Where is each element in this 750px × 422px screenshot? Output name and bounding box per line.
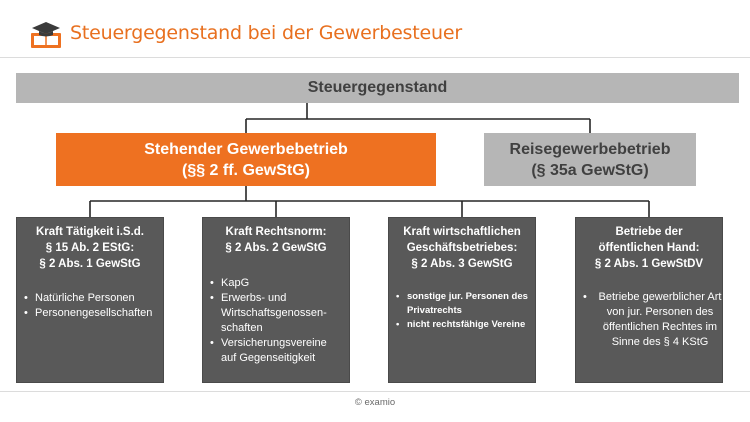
list-item: Erwerbs- und Wirtschaftsgenossen-schafte…: [210, 291, 345, 336]
list-item: sonstige jur. Personen des Privatrechts: [396, 290, 541, 318]
card-bullet-list: KapG Erwerbs- und Wirtschaftsgenossen-sc…: [209, 276, 345, 366]
card-heading-line: Kraft Tätigkeit i.S.d.: [36, 226, 144, 238]
card-bullet-list: Betriebe gewerblicher Art von jur. Perso…: [582, 290, 726, 350]
page-title: Steuergegenstand bei der Gewerbesteuer: [70, 22, 462, 44]
header: Steuergegenstand bei der Gewerbesteuer: [0, 0, 750, 58]
card-heading-line: Betriebe der: [615, 226, 683, 238]
footer-divider: [0, 391, 750, 392]
list-item: Betriebe gewerblicher Art von jur. Perso…: [583, 290, 726, 350]
list-item: Personengesellschaften: [24, 306, 171, 321]
card-bullet-list: sonstige jur. Personen des Privatrechts …: [395, 290, 541, 332]
branch-node-line1: Stehender Gewerbebetrieb: [144, 140, 348, 158]
card-bullet-list: Natürliche Personen Personengesellschaft…: [23, 291, 171, 321]
card-heading-line: § 2 Abs. 1 GewStDV: [594, 258, 704, 270]
card-heading-line: § 2 Abs. 2 GewStG: [225, 242, 327, 254]
list-item: Versicherungsvereine auf Gegenseitigkeit: [210, 336, 345, 366]
list-item: KapG: [210, 276, 345, 291]
list-item: Natürliche Personen: [24, 291, 171, 306]
copyright-notice: © examio: [354, 397, 396, 408]
root-node-steuergegenstand: Steuergegenstand: [16, 73, 739, 103]
card-heading: Kraft Tätigkeit i.S.d. § 15 Ab. 2 EStG: …: [17, 224, 163, 272]
card-heading-line: § 2 Abs. 3 GewStG: [411, 258, 513, 270]
card-heading-line: § 2 Abs. 1 GewStG: [39, 258, 141, 270]
card-heading-line: Geschäftsbetriebes:: [406, 242, 518, 254]
card-betriebe-oeffentliche-hand: Betriebe der öffentlichen Hand: § 2 Abs.…: [575, 217, 723, 383]
branch-node-reisegewerbebetrieb: Reisegewerbebetrieb (§ 35a GewStG): [484, 133, 696, 186]
list-item: nicht rechtsfähige Vereine: [396, 318, 541, 332]
card-heading: Kraft wirtschaftlichen Geschäftsbetriebe…: [389, 224, 535, 272]
card-heading: Betriebe der öffentlichen Hand: § 2 Abs.…: [576, 224, 722, 272]
branch-node-stehender-gewerbebetrieb: Stehender Gewerbebetrieb (§§ 2 ff. GewSt…: [56, 133, 436, 186]
card-heading-line: Kraft Rechtsnorm:: [225, 226, 327, 238]
header-divider: [0, 57, 750, 58]
card-kraft-wirtschaftlichen-geschaeftsbetriebes: Kraft wirtschaftlichen Geschäftsbetriebe…: [388, 217, 536, 383]
branch-node-line1: Reisegewerbebetrieb: [509, 140, 671, 158]
card-kraft-rechtsnorm: Kraft Rechtsnorm: § 2 Abs. 2 GewStG KapG…: [202, 217, 350, 383]
branch-node-line2: (§§ 2 ff. GewStG): [181, 161, 311, 179]
card-heading-line: § 15 Ab. 2 EStG:: [45, 242, 135, 254]
graduation-cap-book-logo-icon: [31, 22, 61, 48]
root-node-label: Steuergegenstand: [307, 79, 448, 96]
card-kraft-taetigkeit: Kraft Tätigkeit i.S.d. § 15 Ab. 2 EStG: …: [16, 217, 164, 383]
card-heading: Kraft Rechtsnorm: § 2 Abs. 2 GewStG: [203, 224, 349, 256]
card-heading-line: öffentlichen Hand:: [598, 242, 700, 254]
branch-node-line2: (§ 35a GewStG): [531, 161, 649, 179]
card-heading-line: Kraft wirtschaftlichen: [403, 226, 521, 238]
